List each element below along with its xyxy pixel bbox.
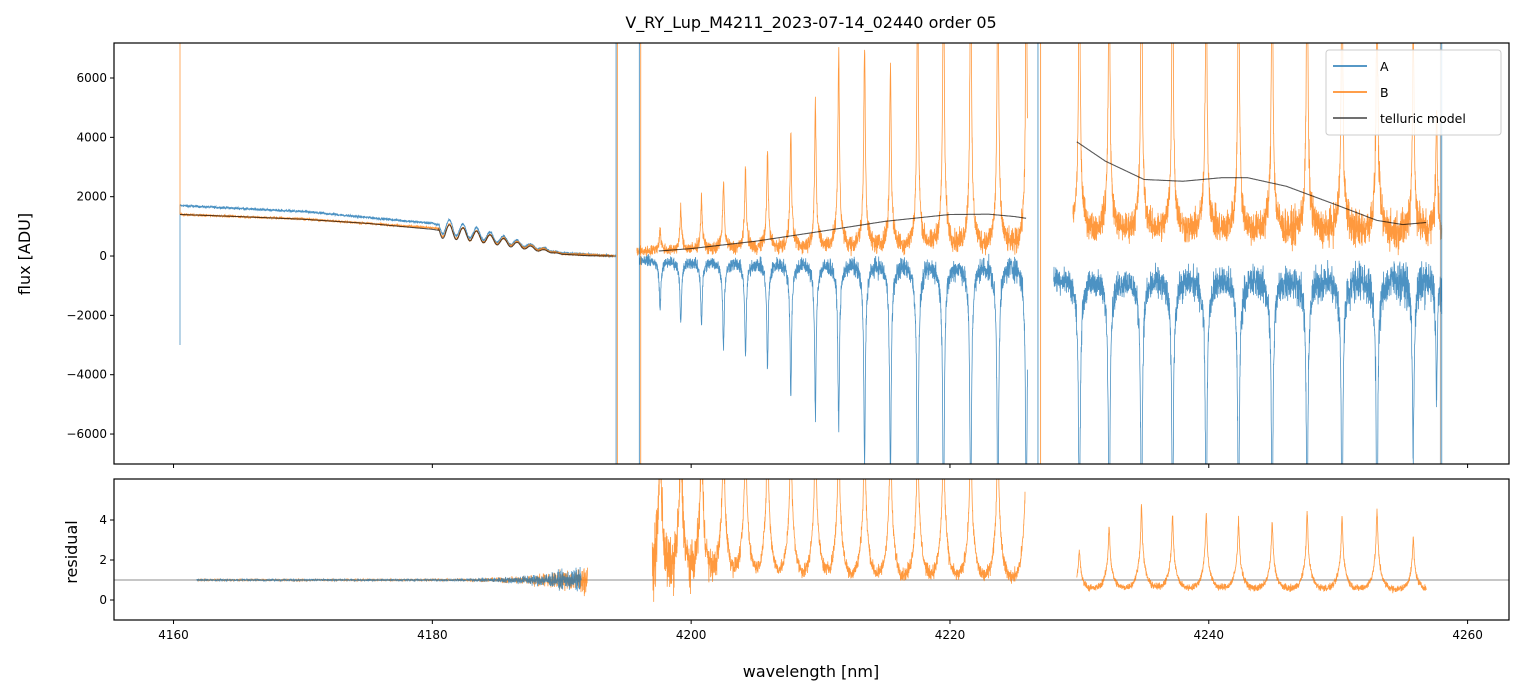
flux-y-tick-label: 4000 [76,130,107,144]
x-tick-label: 4180 [417,628,448,642]
series-b-flux-line [636,43,1028,257]
x-axis-label: wavelength [nm] [743,662,880,681]
x-tick-label: 4220 [935,628,966,642]
x-tick-label: 4260 [1452,628,1483,642]
series-b-flux-line [179,43,617,258]
residual-plot-area [114,479,1509,602]
residual-axes-frame [113,478,1510,621]
residual-y-tick-label: 4 [99,513,107,527]
legend: A B telluric model [1325,49,1502,136]
legend-box [1325,49,1502,136]
residual-y-axis-label: residual [62,520,81,583]
flux-y-tick-label: 6000 [76,71,107,85]
series-b-flux-line [1072,43,1443,256]
x-tick-label: 4240 [1194,628,1225,642]
series-a-flux-line [639,253,1028,464]
legend-label-b: B [1380,85,1389,100]
flux-y-tick-label: −2000 [66,308,107,322]
series-a-residual-line [196,566,582,592]
flux-y-tick-label: 0 [99,249,107,263]
flux-axes-frame [113,42,1510,465]
x-tick-label: 4200 [676,628,707,642]
flux-y-tick-label: −6000 [66,427,107,441]
series-b-residual-line [651,479,1026,602]
flux-y-tick-label: −4000 [66,368,107,382]
flux-y-axis-label: flux [ADU] [15,213,34,295]
x-tick-label: 4160 [158,628,189,642]
flux-y-tick-label: 2000 [76,190,107,204]
series-a-flux-line [1053,259,1443,464]
residual-y-tick-label: 2 [99,553,107,567]
legend-label-a: A [1380,59,1389,74]
residual-y-tick-label: 0 [99,593,107,607]
series-b-residual-line [1076,504,1427,594]
telluric-model-line [1076,141,1427,226]
chart-title: V_RY_Lup_M4211_2023-07-14_02440 order 05 [625,13,996,33]
telluric-model-line [658,213,1027,252]
flux-plot-area [179,43,1443,464]
telluric-model-line [180,213,614,257]
legend-label-telluric: telluric model [1380,111,1466,126]
